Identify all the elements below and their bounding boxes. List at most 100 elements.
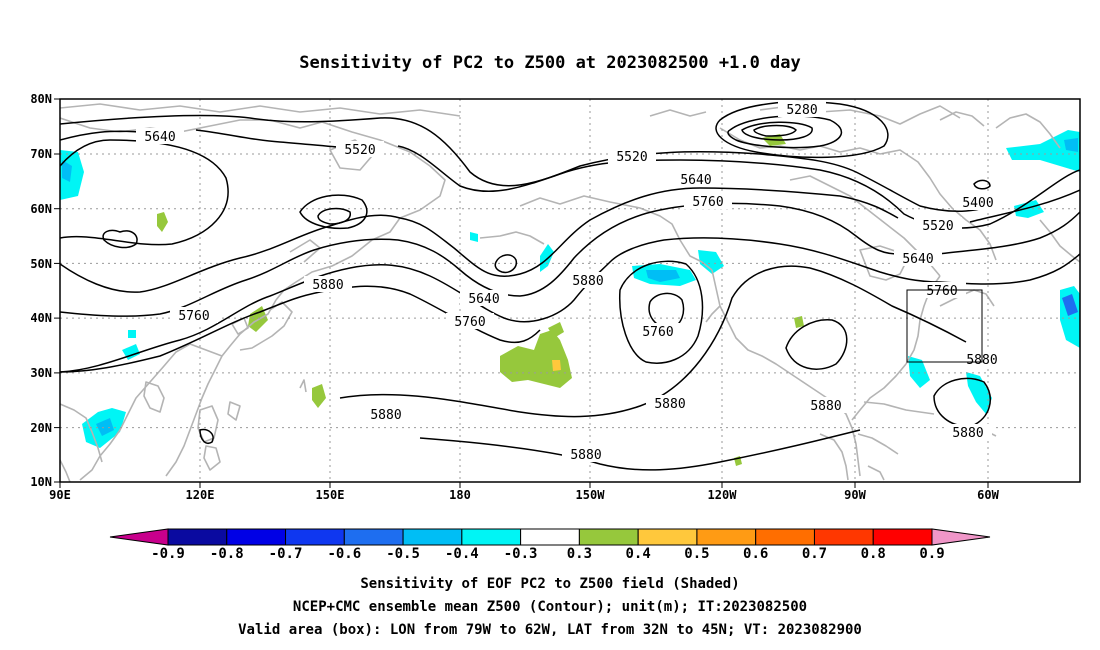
svg-text:5640: 5640 [468,292,499,307]
caption-line-1: Sensitivity of EOF PC2 to Z500 field (Sh… [360,576,739,592]
svg-text:5880: 5880 [370,408,401,423]
svg-text:5880: 5880 [952,426,983,441]
colorbar-cell [755,528,815,546]
svg-text:150E: 150E [316,488,345,502]
svg-text:40N: 40N [30,311,52,325]
shade-green-asia [157,212,168,232]
colorbar-label: 0.9 [919,546,944,562]
shade-blue-na-west [646,270,680,282]
shade-cyan-pacific-north [470,232,478,242]
svg-text:5760: 5760 [692,195,723,210]
colorbar-label: 0.6 [743,546,768,562]
svg-text:5640: 5640 [680,173,711,188]
colorbar-cell [578,528,639,546]
shade-cyan-east-us [908,356,930,388]
shade-green-philippine-sea [312,384,326,408]
shade-green-na [794,316,804,328]
latitude-ticks: 80N 70N 60N 50N 40N 30N 20N 10N [30,92,60,489]
svg-text:90W: 90W [844,488,866,502]
figure-title: Sensitivity of PC2 to Z500 at 2023082500… [299,53,801,73]
colorbar-cell [696,528,757,546]
svg-text:5760: 5760 [454,315,485,330]
svg-text:80N: 80N [30,92,52,106]
colorbar-cell [343,528,404,546]
svg-text:5640: 5640 [144,130,175,145]
svg-text:5760: 5760 [926,284,957,299]
svg-text:180: 180 [449,488,471,502]
colorbar-cells [167,528,933,546]
svg-text:150W: 150W [576,488,606,502]
colorbar-high-triangle [931,528,991,546]
svg-text:60N: 60N [30,202,52,216]
colorbar: -0.9 -0.8 -0.7 -0.6 -0.5 -0.4 -0.3 0.3 0.4 0.5 0.6… [109,528,991,562]
svg-text:5880: 5880 [570,448,601,463]
longitude-ticks: 90E 120E 150E 180 150W 120W 90W 60W [49,482,1000,502]
svg-text:5760: 5760 [178,309,209,324]
shade-cyan-china [122,344,140,360]
figure-caption: Sensitivity of EOF PC2 to Z500 field (Sh… [238,576,862,638]
svg-text:5520: 5520 [616,150,647,165]
svg-text:30N: 30N [30,366,52,380]
colorbar-label: -0.7 [269,546,303,562]
colorbar-label: -0.6 [327,546,361,562]
shade-yellow-pacific [552,360,561,371]
caption-line-2: NCEP+CMC ensemble mean Z500 (Contour); u… [293,599,807,615]
svg-text:20N: 20N [30,421,52,435]
svg-text:5880: 5880 [572,274,603,289]
svg-text:5520: 5520 [344,143,375,158]
shade-green-pacific-small [548,322,564,338]
graticule [60,99,1080,482]
svg-text:50N: 50N [30,257,52,271]
colorbar-cell [226,528,287,546]
colorbar-cell [167,528,228,546]
valid-area-box [906,289,983,363]
shade-green-pacific-large [500,330,572,388]
svg-text:5880: 5880 [654,397,685,412]
colorbar-label: 0.8 [861,546,886,562]
svg-text:5400: 5400 [962,196,993,211]
shade-blue-greenland [1064,138,1078,152]
colorbar-labels: -0.9 -0.8 -0.7 -0.6 -0.5 -0.4 -0.3 0.3 0.4 0.5 0.6… [151,546,945,562]
svg-text:60W: 60W [977,488,999,502]
shade-cyan-greenland [1006,130,1080,172]
svg-text:5280: 5280 [786,103,817,118]
shade-cyan-na-north [698,250,724,274]
shade-blue-south-asia [96,418,114,436]
caption-line-3: Valid area (box): LON from 79W to 62W, L… [238,622,862,638]
colorbar-label: -0.3 [504,546,538,562]
colorbar-cell [813,528,874,546]
map-frame [59,98,1081,483]
svg-text:120E: 120E [186,488,215,502]
svg-text:5880: 5880 [810,399,841,414]
svg-text:5520: 5520 [922,219,953,234]
colorbar-cell [285,528,345,546]
shade-cyan-bay [128,330,136,338]
colorbar-label: 0.4 [626,546,651,562]
colorbar-label: -0.8 [210,546,244,562]
colorbar-cell [461,528,522,546]
svg-text:5760: 5760 [642,325,673,340]
colorbar-cell [520,528,580,546]
svg-text:5640: 5640 [902,252,933,267]
svg-text:70N: 70N [30,147,52,161]
colorbar-label: 0.7 [802,546,827,562]
shade-cyan-labrador [1014,200,1044,218]
svg-text:10N: 10N [30,475,52,489]
svg-text:5880: 5880 [312,278,343,293]
colorbar-cell [402,528,463,546]
shade-cyan-atlantic-south [966,372,992,414]
colorbar-label: -0.9 [151,546,185,562]
colorbar-low-triangle [109,528,169,546]
svg-text:120W: 120W [708,488,738,502]
map-panel: 5640 5520 5520 5280 5640 5760 5400 5520 … [30,92,1081,502]
colorbar-label: 0.5 [684,546,709,562]
colorbar-label: -0.4 [445,546,479,562]
colorbar-cell [637,528,698,546]
colorbar-cell [872,528,933,546]
shade-blue-atlantic-east [1062,294,1078,316]
shade-blue-asia-west [62,160,72,182]
svg-text:90E: 90E [49,488,71,502]
contour-labels: 5640 5520 5520 5280 5640 5760 5400 5520 … [136,101,1006,463]
colorbar-label: 0.3 [567,546,592,562]
